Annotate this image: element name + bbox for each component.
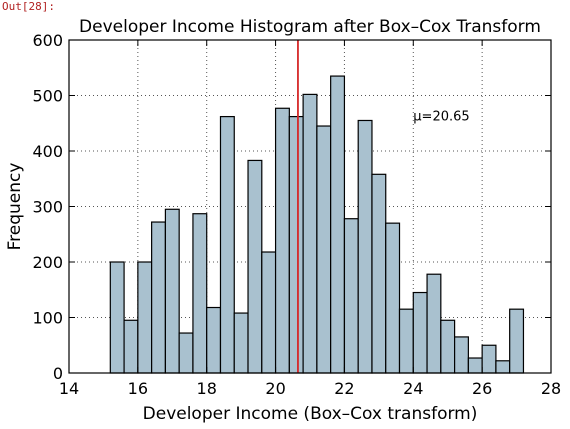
x-tick-label: 16 [128, 379, 148, 398]
mean-annotation: μ=20.65 [413, 109, 469, 124]
chart-title: Developer Income Histogram after Box–Cox… [79, 17, 541, 37]
histogram-bar [330, 75, 346, 374]
histogram-bar [343, 218, 359, 374]
histogram-bar [495, 360, 511, 374]
histogram-bar [123, 319, 139, 374]
x-tick-label: 14 [59, 379, 79, 398]
histogram-bar [151, 221, 166, 374]
histogram-bar [302, 93, 318, 374]
y-tick-label: 600 [32, 31, 63, 50]
histogram-bar [440, 319, 456, 374]
histogram-bar [398, 308, 414, 374]
y-tick-label: 500 [32, 87, 63, 106]
histogram-bar [247, 159, 263, 374]
histogram-bar [357, 119, 373, 374]
histogram-bar [412, 291, 428, 374]
histogram-bar [233, 312, 249, 374]
histogram-bar [288, 115, 304, 374]
histogram-bar [509, 308, 525, 374]
y-tick-label: 400 [32, 142, 63, 161]
mean-layer: μ=20.65 [297, 40, 470, 373]
y-tick-label: 100 [32, 309, 63, 328]
x-axis-title: Developer Income (Box–Cox transform) [143, 404, 478, 424]
histogram-bar [261, 251, 277, 374]
x-tick-label: 24 [403, 379, 423, 398]
histogram-bar [192, 213, 208, 374]
ticks-layer: 14 16 18 20 22 24 26 28 0 100 200 300 400 500 600 [32, 31, 561, 398]
histogram-bar [467, 357, 483, 374]
x-tick-label: 18 [197, 379, 217, 398]
histogram-bar [274, 107, 290, 374]
histogram-bar [137, 261, 153, 374]
histogram-bar [219, 115, 235, 374]
output-prompt-label: Out[28]: [2, 0, 55, 13]
y-axis-title: Frequency [5, 163, 25, 251]
histogram-bar [481, 344, 497, 374]
x-tick-label: 26 [472, 379, 492, 398]
histogram-bar [426, 273, 442, 374]
histogram-bar [178, 332, 194, 374]
histogram-bar [385, 222, 401, 374]
histogram-bar [316, 125, 332, 374]
y-tick-label: 300 [32, 198, 63, 217]
x-tick-label: 22 [334, 379, 354, 398]
histogram-bar [109, 261, 125, 374]
x-tick-label: 28 [541, 379, 561, 398]
histogram-bar [164, 208, 180, 374]
histogram-bar [454, 336, 469, 374]
bars-layer [109, 75, 525, 374]
y-tick-label: 200 [32, 253, 63, 272]
x-tick-label: 20 [265, 379, 285, 398]
histogram-bar [371, 173, 387, 374]
histogram-bar [206, 306, 222, 374]
y-tick-label: 0 [53, 364, 63, 383]
